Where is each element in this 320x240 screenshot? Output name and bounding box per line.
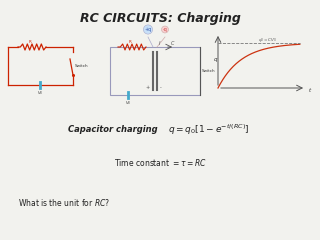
Text: RC CIRCUITS: Charging: RC CIRCUITS: Charging xyxy=(80,12,240,25)
Text: +q: +q xyxy=(144,27,152,32)
Text: $C$: $C$ xyxy=(170,39,175,47)
Text: -q: -q xyxy=(163,27,167,32)
Text: $V_0$: $V_0$ xyxy=(37,89,43,96)
Text: $t$: $t$ xyxy=(308,86,312,94)
Text: Switch: Switch xyxy=(202,69,216,73)
Text: $q$: $q$ xyxy=(213,56,218,65)
Text: Switch: Switch xyxy=(75,64,89,68)
Text: R: R xyxy=(28,40,31,44)
Text: $I$: $I$ xyxy=(158,39,161,47)
Text: R: R xyxy=(129,40,132,44)
Text: Time constant $= \tau = RC$: Time constant $= \tau = RC$ xyxy=(114,156,206,168)
Text: +: + xyxy=(145,85,149,90)
Text: -: - xyxy=(160,85,162,90)
Text: Capacitor charging: Capacitor charging xyxy=(68,126,158,134)
Text: $V_0$: $V_0$ xyxy=(125,99,131,107)
Text: $q = q_0\left[1 - e^{-t/(RC)}\right]$: $q = q_0\left[1 - e^{-t/(RC)}\right]$ xyxy=(168,123,250,137)
Bar xyxy=(110,47,200,95)
Text: $q_0 = CV_0$: $q_0 = CV_0$ xyxy=(258,36,276,44)
Text: What is the unit for $RC$?: What is the unit for $RC$? xyxy=(18,197,110,208)
